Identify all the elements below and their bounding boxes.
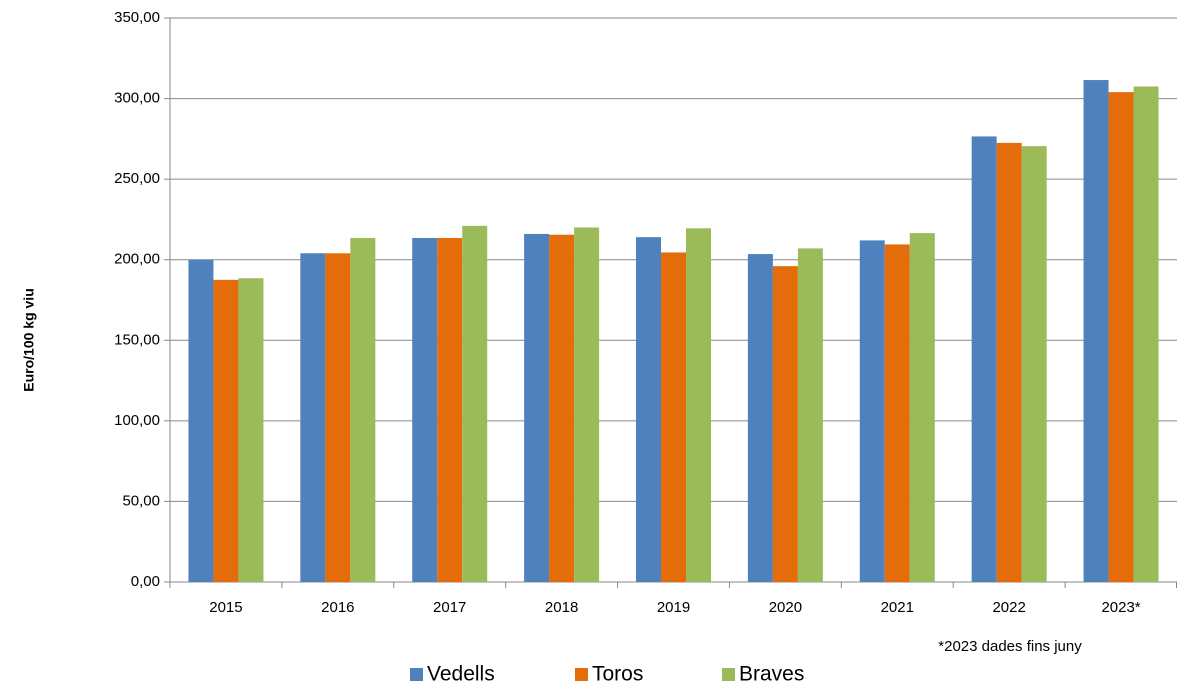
bar (747, 254, 773, 582)
bar (412, 237, 438, 582)
legend-swatch (722, 668, 735, 681)
bar (238, 278, 264, 582)
bar (188, 259, 214, 582)
footnote: *2023 dades fins juny (938, 638, 1082, 655)
bar (909, 233, 935, 582)
bar (859, 240, 885, 582)
bar (996, 142, 1022, 582)
x-tick-label: 2023* (1101, 599, 1140, 616)
legend-swatch (575, 668, 588, 681)
y-tick-label: 50,00 (122, 492, 160, 509)
x-tick-label: 2021 (881, 599, 914, 616)
bar (325, 253, 351, 583)
legend-label: Vedells (427, 663, 495, 684)
x-tick-label: 2018 (545, 599, 578, 616)
legend-swatch (410, 668, 423, 681)
bar (300, 253, 326, 583)
bar (350, 237, 376, 582)
legend-label: Toros (592, 663, 643, 684)
x-tick-label: 2022 (992, 599, 1025, 616)
x-tick-label: 2017 (433, 599, 466, 616)
y-axis-label: Euro/100 kg viu (21, 288, 37, 391)
bar (1133, 86, 1159, 582)
x-tick-label: 2016 (321, 599, 354, 616)
bar (686, 228, 711, 582)
bar (1083, 80, 1109, 582)
bar (636, 237, 661, 582)
x-tick-label: 2019 (657, 599, 690, 616)
bar (1021, 146, 1047, 582)
bar (884, 244, 910, 583)
y-tick-label: 150,00 (114, 331, 160, 348)
y-tick-label: 250,00 (114, 170, 160, 187)
x-tick-label: 2015 (209, 599, 242, 616)
bar (772, 266, 798, 582)
y-tick-label: 200,00 (114, 251, 160, 268)
bar (1108, 92, 1134, 582)
bar (797, 248, 823, 583)
bar (213, 279, 239, 582)
y-tick-label: 300,00 (114, 90, 160, 107)
x-tick-label: 2020 (769, 599, 802, 616)
bar (549, 234, 575, 583)
legend-label: Braves (739, 663, 804, 684)
bar (574, 227, 600, 582)
y-tick-label: 100,00 (114, 412, 160, 429)
y-tick-label: 350,00 (114, 9, 160, 26)
bar (661, 252, 686, 582)
bar (462, 225, 488, 583)
y-tick-label: 0,00 (131, 573, 160, 590)
bar (524, 233, 550, 582)
bar (437, 237, 463, 582)
bar (971, 136, 997, 582)
